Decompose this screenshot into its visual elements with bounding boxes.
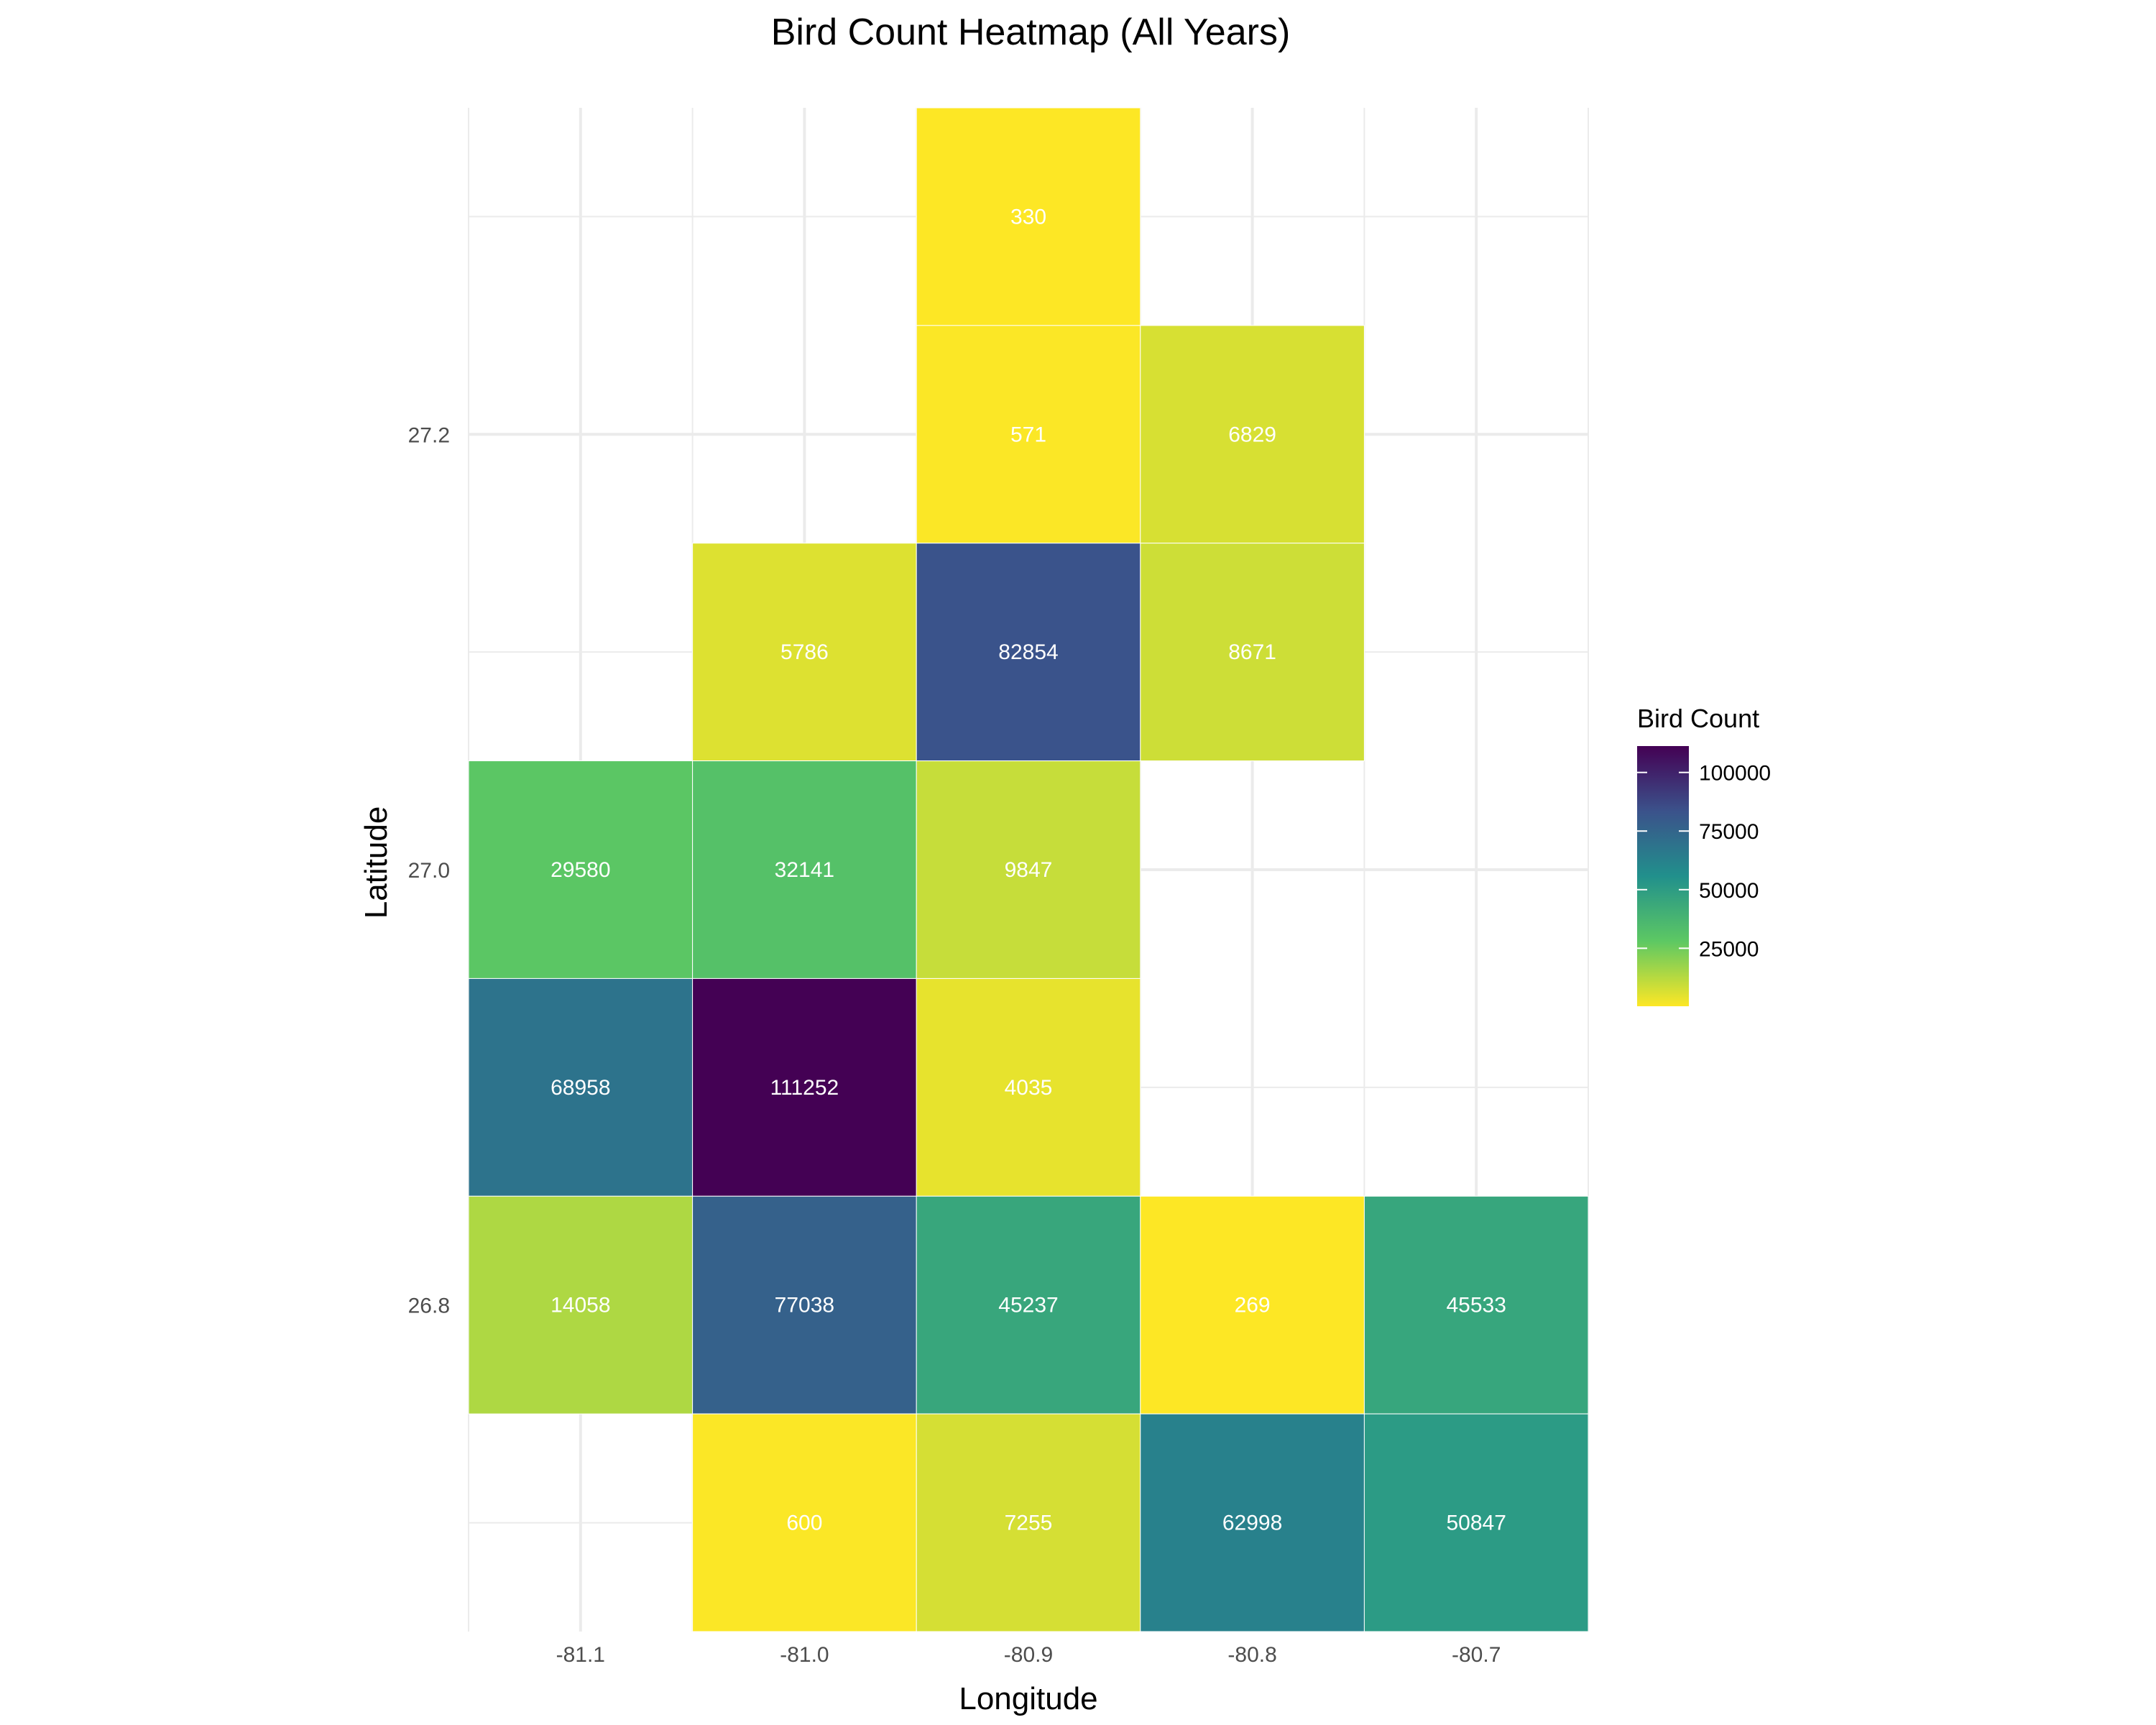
heatmap-cell xyxy=(916,325,1141,544)
legend: Bird Count 25000 50000 75000 100000 xyxy=(1637,704,1771,1006)
heatmap-cell xyxy=(916,760,1141,979)
cell-value-label: 32141 xyxy=(775,858,834,882)
legend-ticks: 25000 50000 75000 100000 xyxy=(1637,762,1771,961)
heatmap-cells xyxy=(468,107,1589,1632)
heatmap-cell xyxy=(1363,1413,1589,1632)
x-tick-label: -80.7 xyxy=(1452,1643,1501,1667)
y-tick-label: 27.2 xyxy=(408,423,450,447)
legend-colorbar xyxy=(1637,746,1689,1006)
cell-value-label: 7255 xyxy=(1005,1512,1053,1535)
heatmap-cell xyxy=(916,978,1141,1197)
y-tick-label: 27.0 xyxy=(408,859,450,883)
x-tick-label: -81.1 xyxy=(556,1643,605,1667)
heatmap-cell xyxy=(1140,1413,1365,1632)
x-tick-label: -80.8 xyxy=(1227,1643,1276,1667)
cell-value-label: 9847 xyxy=(1005,858,1053,882)
cell-value-label: 5786 xyxy=(780,640,829,664)
heatmap-cell xyxy=(916,1195,1141,1414)
cell-value-label: 77038 xyxy=(775,1294,834,1317)
heatmap-cell xyxy=(468,978,694,1197)
legend-break-label: 75000 xyxy=(1699,820,1759,844)
cell-value-label: 600 xyxy=(786,1512,822,1535)
cell-value-label: 29580 xyxy=(550,858,610,882)
heatmap-cell-labels: 330 571 6829 5786 82854 8671 29580 32141 9847 689… xyxy=(550,205,1506,1535)
chart-title: Bird Count Heatmap (All Years) xyxy=(771,12,1291,53)
x-axis-title: Longitude xyxy=(959,1681,1097,1716)
heatmap-cell xyxy=(1140,543,1365,762)
y-axis-tick-labels: 26.8 27.0 27.2 xyxy=(408,423,450,1317)
cell-value-label: 330 xyxy=(1010,205,1046,229)
cell-value-label: 50847 xyxy=(1446,1512,1506,1535)
heatmap-cell xyxy=(916,107,1141,326)
y-axis-title: Latitude xyxy=(359,806,394,919)
heatmap-cell xyxy=(916,1413,1141,1632)
heatmap-cell xyxy=(692,543,917,762)
cell-value-label: 269 xyxy=(1235,1294,1271,1317)
cell-value-label: 8671 xyxy=(1228,640,1276,664)
heatmap-cell xyxy=(1140,1195,1365,1414)
cell-value-label: 45533 xyxy=(1446,1294,1506,1317)
legend-break-label: 50000 xyxy=(1699,879,1759,903)
cell-value-label: 45237 xyxy=(998,1294,1058,1317)
heatmap-cell xyxy=(692,1413,917,1632)
heatmap-cell xyxy=(692,978,917,1197)
heatmap-cell xyxy=(1140,325,1365,544)
cell-value-label: 14058 xyxy=(550,1294,610,1317)
heatmap-cell xyxy=(1363,1195,1589,1414)
cell-value-label: 68958 xyxy=(550,1076,610,1100)
x-axis-tick-labels: -81.1 -81.0 -80.9 -80.8 -80.7 xyxy=(556,1643,1501,1667)
heatmap-cell xyxy=(468,1195,694,1414)
heatmap-cell xyxy=(692,760,917,979)
heatmap-cell xyxy=(468,760,694,979)
legend-break-label: 100000 xyxy=(1699,762,1771,786)
legend-title: Bird Count xyxy=(1637,704,1759,733)
y-tick-label: 26.8 xyxy=(408,1294,450,1318)
cell-value-label: 62998 xyxy=(1222,1512,1282,1535)
cell-value-label: 6829 xyxy=(1228,423,1276,446)
x-tick-label: -81.0 xyxy=(780,1643,829,1667)
cell-value-label: 571 xyxy=(1010,423,1046,446)
heatmap-cell xyxy=(692,1195,917,1414)
x-tick-label: -80.9 xyxy=(1004,1643,1053,1667)
cell-value-label: 82854 xyxy=(998,640,1058,664)
cell-value-label: 111252 xyxy=(770,1076,839,1100)
cell-value-label: 4035 xyxy=(1005,1076,1053,1100)
legend-break-label: 25000 xyxy=(1699,937,1759,961)
